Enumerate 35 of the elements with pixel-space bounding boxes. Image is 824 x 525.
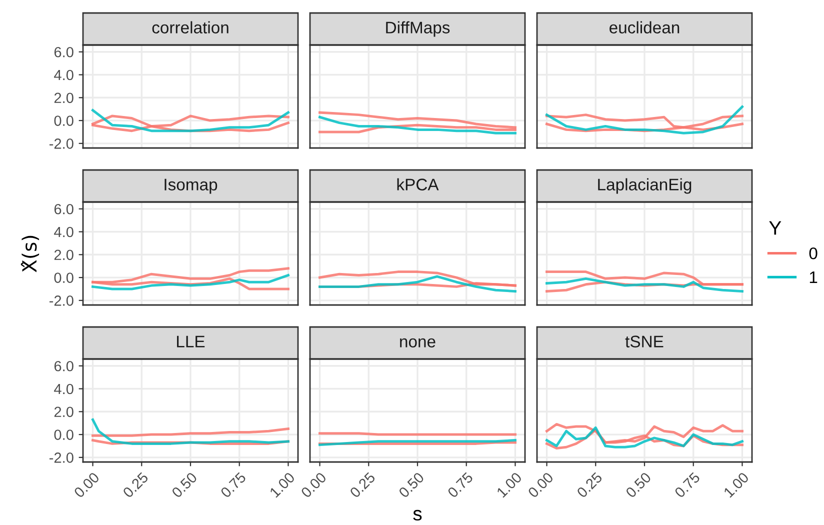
chart-title: euclidean <box>610 21 680 34</box>
y-tick-label: 0.0 <box>54 272 74 283</box>
y-tick-label: 4.0 <box>54 70 74 80</box>
legend-title: Y <box>769 221 782 235</box>
y-tick-label: 0.0 <box>54 430 74 440</box>
x-tick-label: 0.00 <box>73 472 100 498</box>
x-tick-label: 0.50 <box>398 472 425 498</box>
y-tick-label: 2.0 <box>54 250 74 260</box>
y-tick-label: -2.0 <box>49 138 74 149</box>
chart-title: correlation <box>152 21 228 34</box>
y-tick-label: 4.0 <box>54 226 74 238</box>
chart-title: tSNE <box>625 336 664 348</box>
y-tick-label: 4.0 <box>54 384 74 394</box>
x-axis-title: s <box>413 510 422 521</box>
x-tick-label: 0.00 <box>300 472 327 498</box>
chart-title: LLE <box>177 336 205 348</box>
chart-title: DiffMaps <box>386 21 450 37</box>
y-tick-label: 6.0 <box>54 360 74 372</box>
x-tick-label: 0.50 <box>625 472 652 498</box>
y-tick-label: 2.0 <box>54 406 74 418</box>
legend-label: 1 <box>810 272 818 283</box>
chart-title: LaplacianEig <box>598 178 692 194</box>
y-tick-label: -2.0 <box>49 296 74 306</box>
x-tick-label: 0.00 <box>527 472 554 498</box>
chart-title: Isomap <box>164 178 218 194</box>
y-tick-label: 2.0 <box>54 92 74 104</box>
x-tick-label: 0.50 <box>171 472 198 498</box>
legend-label: 0 <box>809 247 818 260</box>
y-tick-label: -2.0 <box>49 452 74 463</box>
chart-title: none <box>400 338 436 348</box>
y-axis-title: X̂(s) <box>20 236 40 272</box>
y-tick-label: 0.0 <box>54 116 74 126</box>
chart-title: kPCA <box>397 178 439 190</box>
y-tick-label: 6.0 <box>54 204 74 214</box>
y-tick-label: 6.0 <box>54 46 74 58</box>
